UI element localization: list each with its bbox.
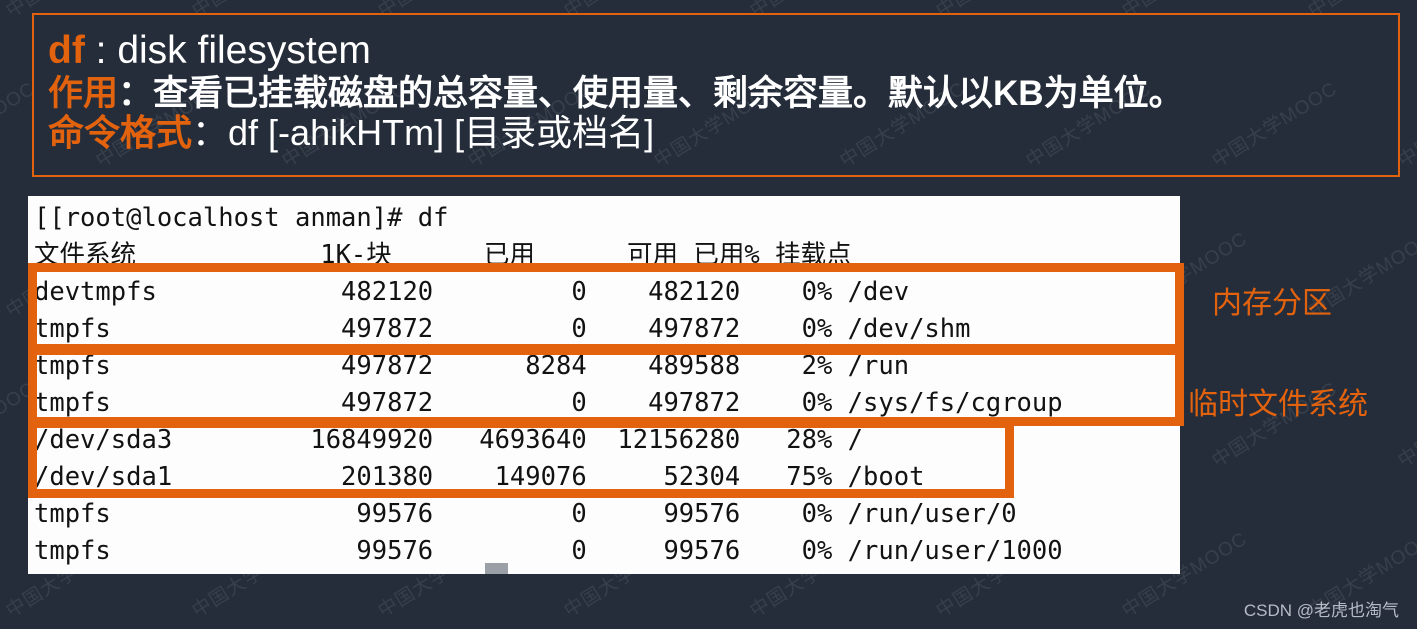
df-separator: : <box>84 29 118 72</box>
csdn-credit: CSDN @老虎也淘气 <box>1243 601 1399 620</box>
usage-description: 查看已挂载磁盘的总容量、使用量、剩余容量。默认以KB为单位。 <box>153 74 1184 113</box>
title-line-df: df : disk filesystem <box>48 31 1398 70</box>
terminal-row: /dev/sda3 16849920 4693640 12156280 28% … <box>34 425 864 455</box>
df-description: disk filesystem <box>117 29 371 72</box>
terminal-row: tmpfs 99576 0 99576 0% /run/user/1000 <box>34 536 1063 566</box>
usage-separator: ： <box>118 74 154 113</box>
usage-keyword: 作用 <box>48 74 119 113</box>
format-keyword: 命令格式 <box>48 112 193 153</box>
terminal-row: tmpfs 497872 0 497872 0% /dev/shm <box>34 314 971 344</box>
terminal-prompt-line: [[root@localhost anman]# df <box>34 203 449 233</box>
title-line-usage: 作用：查看已挂载磁盘的总容量、使用量、剩余容量。默认以KB为单位。 <box>48 76 1398 111</box>
title-box: df : disk filesystem 作用：查看已挂载磁盘的总容量、使用量、… <box>32 13 1400 177</box>
watermark-tile: 中国大学MOOC <box>1394 378 1417 473</box>
terminal-row: tmpfs 497872 0 497872 0% /sys/fs/cgroup <box>34 388 1063 418</box>
terminal-row: devtmpfs 482120 0 482120 0% /dev <box>34 277 910 307</box>
terminal-row: tmpfs 497872 8284 489588 2% /run <box>34 351 910 381</box>
annotation-temp-filesystem: 临时文件系统 <box>1188 388 1368 421</box>
terminal-row: tmpfs 99576 0 99576 0% /run/user/0 <box>34 499 1017 529</box>
format-separator: ： <box>192 112 229 153</box>
highlight-box-disk-partition <box>28 419 1014 498</box>
highlight-box-memory-partition <box>28 263 1184 353</box>
format-syntax: df [-ahikHTm] [目录或档名] <box>228 112 655 153</box>
annotation-memory-partition: 内存分区 <box>1212 287 1332 320</box>
highlight-box-temp-filesystem <box>28 346 1184 426</box>
title-line-format: 命令格式：df [-ahikHTm] [目录或档名] <box>48 115 1398 151</box>
terminal-cursor <box>485 563 508 574</box>
df-keyword: df <box>48 29 85 72</box>
terminal-row: /dev/sda1 201380 149076 52304 75% /boot <box>34 462 925 492</box>
